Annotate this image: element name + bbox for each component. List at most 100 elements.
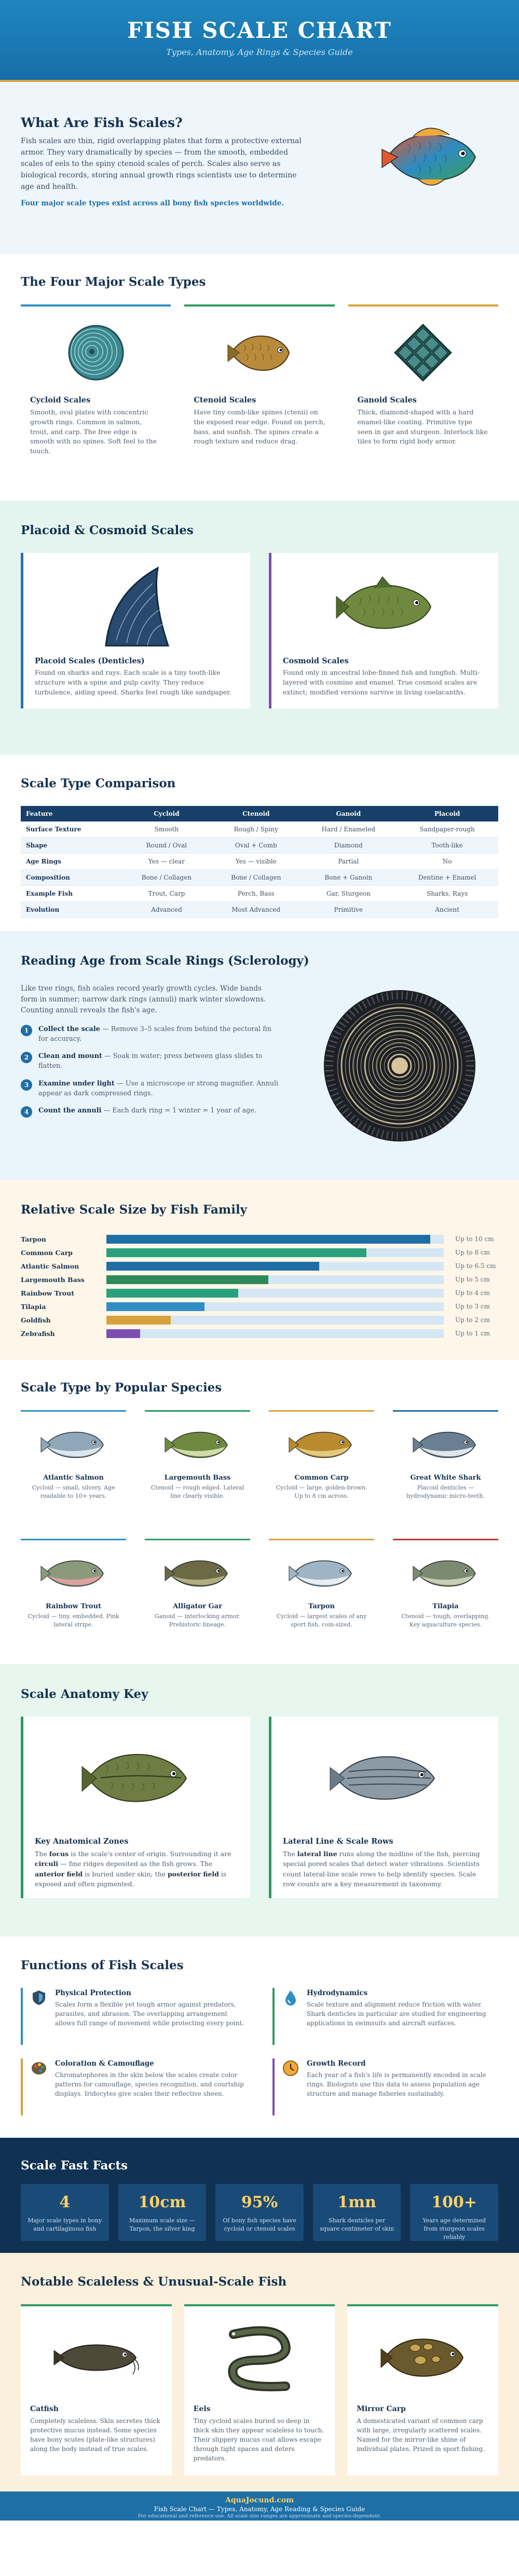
size-bar-label: Atlantic Salmon bbox=[21, 1262, 79, 1270]
function-item: Physical Protection Scales form a flexibl… bbox=[21, 1988, 247, 2045]
size-bar-row: Common Carp Up to 8 cm bbox=[21, 1246, 498, 1259]
catfish-icon bbox=[53, 2344, 140, 2375]
size-bar-fill bbox=[106, 1288, 238, 1298]
function-name: Coloration & Camouflage bbox=[55, 2059, 154, 2068]
function-name: Physical Protection bbox=[55, 1989, 131, 1997]
step-title: Count the annuli bbox=[38, 1106, 102, 1115]
cosmoid-card-desc: Found only in ancestral lobe-finned fish… bbox=[283, 669, 480, 696]
species-name: Tilapia bbox=[432, 1603, 459, 1610]
step-desc: — Each dark ring = 1 winter = 1 year of … bbox=[101, 1106, 257, 1115]
table-cell: Smooth bbox=[121, 821, 212, 838]
anatomy-card: Key Anatomical Zones The focus is the sc… bbox=[21, 1717, 250, 1898]
step-number: 2 bbox=[21, 1052, 32, 1064]
species-title: Scale Type by Popular Species bbox=[21, 1381, 222, 1395]
striped-bass-icon bbox=[330, 1756, 435, 1800]
size-bar-fill bbox=[106, 1329, 140, 1338]
scaleless-card-name: Mirror Carp bbox=[357, 2405, 406, 2413]
page-footer: AquaJocund.com Fish Scale Chart — Types,… bbox=[0, 2491, 519, 2521]
comparison-title: Scale Type Comparison bbox=[21, 776, 176, 790]
functions-section: Functions of Fish Scales Physical Protec… bbox=[0, 1937, 519, 2138]
size-bar-label: Goldfish bbox=[21, 1316, 51, 1324]
anatomy-text: — fine ridges deposited as the fish grow… bbox=[58, 1860, 213, 1868]
table-cell: Bone / Collagen bbox=[121, 869, 212, 886]
table-cell: Yes — visible bbox=[211, 853, 301, 870]
fact-number: 1mn bbox=[337, 2193, 376, 2211]
size-bar-value: Up to 5 cm bbox=[455, 1276, 490, 1283]
cycloid-scale-icon bbox=[68, 325, 124, 381]
anatomy-card-desc: The focus is the scale's center of origi… bbox=[35, 1849, 239, 1889]
table-row-label: Age Rings bbox=[21, 853, 122, 870]
page-title: FISH SCALE CHART bbox=[127, 18, 392, 43]
fact-label: Major scale types in bony and cartilagin… bbox=[28, 2217, 102, 2232]
bass-fish-icon bbox=[81, 1754, 187, 1802]
shield-icon bbox=[33, 1990, 45, 2005]
scale-type-desc: Thick, diamond-shaped with a hard enamel… bbox=[357, 408, 488, 445]
table-header-cell: Ctenoid bbox=[211, 806, 301, 821]
scale-type-card: Cycloid Scales Smooth, oval plates with … bbox=[21, 304, 171, 455]
fact-card: 95% Of bony fish species have cycloid or … bbox=[215, 2184, 304, 2241]
scaleless-card: Mirror Carp A domesticated variant of co… bbox=[347, 2304, 499, 2475]
species-desc: Ganoid — interlocking armor. Prehistoric… bbox=[155, 1613, 240, 1628]
scale-types-section: The Four Major Scale Types Cycloid Scale… bbox=[0, 254, 519, 500]
species-fish-icon bbox=[40, 1431, 104, 1458]
size-bar-label: Zebrafish bbox=[21, 1329, 55, 1338]
fact-number: 95% bbox=[241, 2193, 278, 2211]
species-card: Tilapia Ctenoid — tough, overlapping. Key… bbox=[393, 1539, 498, 1652]
table-header-row: Feature Cycloid Ctenoid Ganoid Placoid bbox=[21, 806, 498, 821]
species-fish-icon bbox=[289, 1560, 352, 1587]
size-bar-value: Up to 6.5 cm bbox=[455, 1262, 496, 1270]
size-bar-track bbox=[106, 1261, 444, 1271]
size-bar-value: Up to 1 cm bbox=[455, 1330, 490, 1337]
species-card: Great White Shark Placoid denticles — hyd… bbox=[393, 1410, 498, 1523]
table-cell: Gar, Sturgeon bbox=[301, 885, 397, 902]
footer-brand-link[interactable]: AquaJocund.com bbox=[225, 2496, 294, 2504]
size-bar-row: Tilapia Up to 3 cm bbox=[21, 1300, 498, 1313]
species-fish-icon bbox=[165, 1560, 228, 1587]
table-cell: Hard / Enameled bbox=[301, 821, 397, 838]
table-cell: Advanced bbox=[121, 901, 212, 918]
size-bar-value: Up to 2 cm bbox=[455, 1316, 490, 1324]
table-header-cell: Placoid bbox=[396, 806, 498, 821]
scaleless-card-name: Catfish bbox=[30, 2405, 59, 2413]
size-bar-track bbox=[106, 1302, 444, 1311]
anatomy-term: focus bbox=[49, 1850, 69, 1858]
size-bar-value: Up to 3 cm bbox=[455, 1303, 490, 1310]
species-name: Tarpon bbox=[308, 1603, 335, 1610]
table-cell: Dentine + Enamel bbox=[396, 869, 498, 886]
fact-number: 4 bbox=[59, 2193, 71, 2211]
size-bar-track bbox=[106, 1234, 444, 1244]
scale-types-title: The Four Major Scale Types bbox=[21, 275, 206, 289]
species-fish-icon bbox=[40, 1560, 104, 1587]
step-number: 4 bbox=[21, 1106, 32, 1118]
size-bar-label: Common Carp bbox=[21, 1248, 73, 1257]
scale-type-desc: Smooth, oval plates with concentric grow… bbox=[30, 408, 157, 455]
size-bar-fill bbox=[106, 1315, 171, 1325]
anatomy-text: is the scale's center of origin. Surroun… bbox=[69, 1850, 231, 1858]
size-bar-fill bbox=[106, 1275, 268, 1284]
step-desc: — Remove 3–5 scales from behind the pect… bbox=[38, 1025, 271, 1043]
size-bar-track bbox=[106, 1248, 444, 1257]
lobe-finned-fish-icon bbox=[336, 576, 431, 629]
fact-card: 10cm Maximum scale size — Tarpon, the sil… bbox=[118, 2184, 207, 2241]
table-cell: Perch, Bass bbox=[211, 885, 301, 902]
step-number: 1 bbox=[21, 1024, 32, 1036]
species-card: Alligator Gar Ganoid — interlocking armor… bbox=[145, 1539, 250, 1652]
size-bar-label: Largemouth Bass bbox=[21, 1275, 85, 1284]
anatomy-text: The bbox=[283, 1850, 297, 1858]
growth-clock-icon bbox=[283, 2060, 298, 2076]
fact-card: 4 Major scale types in bony and cartilagi… bbox=[21, 2184, 109, 2241]
species-card: Common Carp Cycloid — large, golden-brown… bbox=[269, 1410, 374, 1523]
functions-title: Functions of Fish Scales bbox=[21, 1958, 184, 1972]
table-cell: Round / Oval bbox=[121, 837, 212, 854]
scale-type-name: Ganoid Scales bbox=[357, 396, 417, 405]
anatomy-term: posterior field bbox=[167, 1870, 219, 1878]
comparison-table: Feature Cycloid Ctenoid Ganoid Placoid S… bbox=[21, 806, 498, 918]
species-desc: Ctenoid — tough, overlapping. Key aquacu… bbox=[401, 1613, 490, 1628]
function-item: Growth Record Each year of a fish's life … bbox=[272, 2058, 498, 2115]
species-fish-icon bbox=[413, 1431, 476, 1458]
table-row-label: Example Fish bbox=[21, 885, 122, 902]
size-bar-value: Up to 8 cm bbox=[455, 1249, 490, 1256]
table-cell: Partial bbox=[301, 853, 397, 870]
table-header-cell: Ganoid bbox=[301, 806, 397, 821]
placoid-title: Placoid & Cosmoid Scales bbox=[21, 523, 194, 537]
